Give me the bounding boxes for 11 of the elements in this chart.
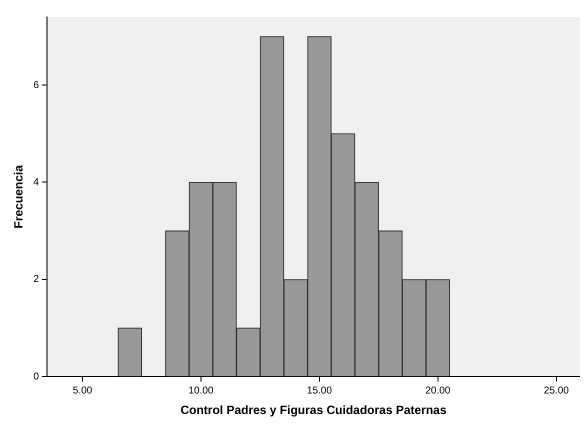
x-tick-label: 5.00 [72, 385, 93, 396]
y-tick-label: 4 [33, 176, 40, 188]
x-tick-label: 20.00 [425, 385, 451, 396]
x-axis-title: Control Padres y Figuras Cuidadoras Paternas [180, 403, 447, 418]
x-tick-label: 25.00 [544, 385, 570, 396]
y-tick-label: 2 [33, 274, 40, 286]
y-tick-label: 0 [33, 371, 40, 382]
x-tick-label: 10.00 [188, 385, 214, 396]
x-tick-label: 15.00 [306, 385, 332, 396]
y-tick-label: 6 [33, 80, 40, 91]
y-axis-title: Frecuencia [12, 164, 26, 228]
